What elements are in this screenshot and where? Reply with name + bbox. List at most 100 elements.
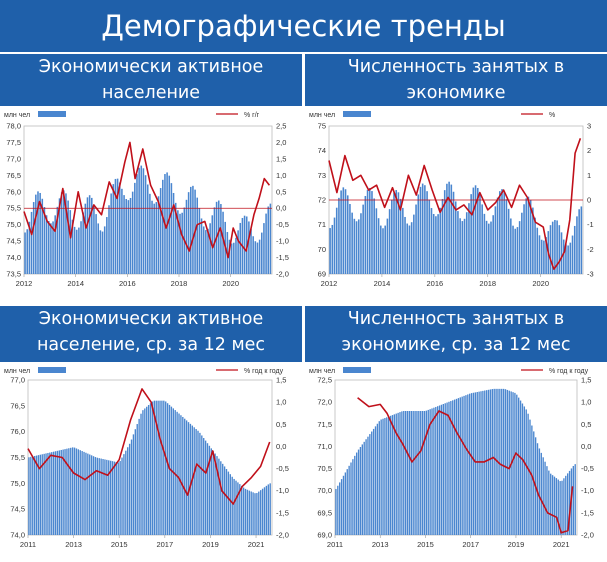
- y-left-tick-label: 70: [318, 245, 326, 254]
- bar: [472, 392, 475, 535]
- y-left-tick-label: 72,5: [317, 376, 332, 385]
- bar: [93, 204, 95, 274]
- y-right-tick-label: 1,5: [276, 154, 286, 163]
- bar: [470, 393, 473, 535]
- y-left-tick-label: 77,5: [6, 138, 21, 147]
- bar: [218, 458, 220, 535]
- bar: [529, 199, 532, 274]
- bar: [189, 186, 192, 274]
- bar: [406, 223, 409, 274]
- y-right-tick-label: 0,0: [276, 442, 286, 451]
- y-right-tick-label: 1,0: [276, 171, 286, 180]
- bar: [446, 183, 448, 274]
- bar: [123, 195, 125, 274]
- y-right-tick-label: 3: [587, 122, 591, 131]
- legend-left-unit: млн чел: [4, 112, 30, 119]
- x-tick-label: 2017: [462, 540, 479, 549]
- bar: [453, 399, 456, 535]
- bar: [465, 395, 467, 535]
- bar: [144, 408, 146, 535]
- bar: [166, 403, 169, 535]
- bar: [75, 448, 78, 535]
- yoy-line: [357, 397, 574, 534]
- bar: [104, 459, 106, 535]
- y-left-tick-label: 76,5: [10, 401, 25, 410]
- bar: [159, 400, 161, 535]
- bar: [501, 189, 503, 274]
- bar: [454, 201, 457, 274]
- bar: [410, 411, 412, 535]
- bar: [429, 409, 431, 535]
- bar: [425, 410, 428, 535]
- bar: [527, 413, 529, 535]
- bar-series: [24, 165, 272, 274]
- y-left-tick-label: 74,0: [6, 253, 21, 262]
- bar: [482, 390, 484, 535]
- x-tick-label: 2016: [119, 279, 136, 288]
- panel-title-line2: население: [101, 83, 201, 103]
- y-left-tick-label: 76,0: [10, 427, 25, 436]
- y-right-tick-label: 1: [587, 171, 591, 180]
- bar: [151, 200, 153, 274]
- bar: [450, 401, 452, 535]
- panel-title: Экономически активное население, ср. за …: [0, 306, 302, 362]
- bar: [114, 178, 117, 274]
- x-tick-label: 2015: [111, 540, 128, 549]
- bar: [331, 224, 334, 274]
- panel-title-line2: население, ср. за 12 мес: [36, 335, 266, 355]
- bar: [233, 478, 235, 535]
- bar: [146, 184, 149, 274]
- bar: [521, 212, 523, 274]
- bar: [448, 181, 450, 274]
- bar: [64, 449, 66, 535]
- bar: [382, 418, 384, 535]
- legend-right-unit: % год к году: [549, 368, 589, 375]
- bar: [525, 198, 528, 274]
- legend-left-unit: млн чел: [4, 368, 30, 375]
- bar: [550, 473, 552, 535]
- bar: [47, 452, 49, 535]
- legend-right-unit: %: [549, 112, 555, 119]
- bar: [463, 218, 466, 274]
- x-tick-label: 2021: [248, 540, 265, 549]
- bar: [438, 405, 441, 535]
- bar: [354, 455, 356, 535]
- bar: [538, 448, 541, 535]
- chart-svg: млн чел % г/г 78,0 77,5 77,0 76,5 76,0 75,5 75,0…: [4, 111, 289, 288]
- bar: [123, 454, 125, 535]
- y-right-tick-label: -1,5: [581, 508, 594, 517]
- bar: [560, 232, 563, 274]
- bar: [174, 410, 176, 535]
- bar: [373, 198, 375, 274]
- panel-title: Экономически активное население: [0, 54, 302, 106]
- bar: [461, 221, 464, 274]
- bar: [39, 192, 41, 274]
- legend-bar-swatch: [38, 367, 66, 373]
- bar: [546, 466, 548, 535]
- bar: [483, 213, 486, 274]
- bar: [413, 214, 415, 274]
- y-left-tick-label: 71: [318, 220, 326, 229]
- x-tick-label: 2019: [508, 540, 525, 549]
- bar: [384, 418, 386, 535]
- y-right-tick-label: -1,0: [581, 486, 594, 495]
- bar: [410, 222, 413, 274]
- bar: [514, 392, 516, 535]
- bar: [252, 492, 254, 535]
- bar: [393, 192, 395, 274]
- bar: [209, 223, 211, 274]
- bar: [58, 450, 61, 535]
- bar: [56, 450, 59, 535]
- bar: [153, 400, 156, 535]
- chart-employment-12m: млн чел % год к году 72,5 72,0 71,5 71,0 70,5 7…: [305, 362, 607, 557]
- bar: [418, 411, 420, 535]
- bar: [505, 199, 508, 274]
- bar: [542, 457, 544, 535]
- bar: [408, 411, 411, 535]
- bar: [125, 450, 127, 535]
- bar: [545, 237, 547, 274]
- panel-title-line1: Численность занятых в: [347, 309, 565, 329]
- bar: [406, 411, 409, 535]
- bar: [67, 200, 69, 274]
- x-tick-label: 2020: [532, 279, 549, 288]
